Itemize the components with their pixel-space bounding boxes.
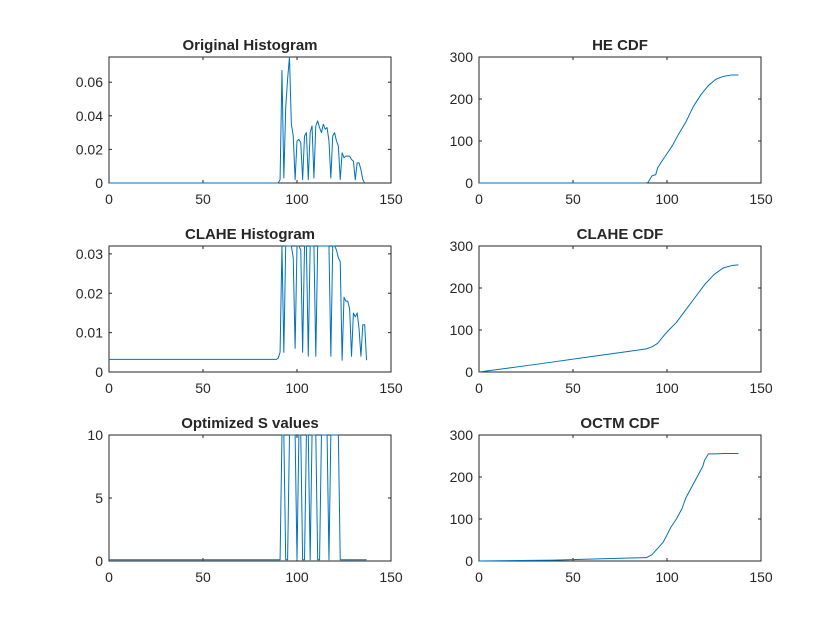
original-histogram-ytick-label: 0 [95,175,103,191]
he-cdf-ytick-label: 300 [450,49,474,65]
original-histogram-xtick-label: 50 [195,191,211,207]
clahe-histogram-axes-box [108,245,392,373]
clahe-cdf-xtick-label: 0 [475,380,483,396]
clahe-cdf-chart: 0 50 100 150 0 100 200 300 CLAHE CDF [450,226,773,396]
octm-cdf-chart: 0 50 100 150 0 100 200 300 OCTM CDF [450,415,773,585]
octm-cdf-xtick-label: 0 [475,569,483,585]
octm-cdf-ytick-label: 100 [450,511,474,527]
clahe-histogram-xtick-label: 50 [195,380,211,396]
octm-cdf-series-line [479,452,739,562]
octm-cdf-ytick-label: 200 [450,469,474,485]
original-histogram-xtick-label: 0 [105,191,113,207]
original-histogram-xtick-label: 150 [379,191,403,207]
original-histogram-xtick-label: 100 [285,191,309,207]
he-cdf-series-line [479,74,739,184]
original-histogram-title: Original Histogram [182,37,317,54]
original-histogram-ytick-label: 0.02 [76,141,103,157]
clahe-cdf-xtick-label: 150 [749,380,773,396]
he-cdf-xtick-label: 150 [749,191,773,207]
clahe-cdf-axes-box [478,245,762,373]
octm-cdf-ytick-label: 300 [450,427,474,443]
clahe-histogram-ytick-label: 0.01 [76,325,103,341]
original-histogram-chart: 0 50 100 150 0 0.02 0.04 0.06 Original Histogram [76,37,403,207]
clahe-cdf-ytick-label: 100 [450,322,474,338]
octm-cdf-xtick-label: 50 [565,569,581,585]
clahe-histogram-ytick-label: 0 [95,364,103,380]
clahe-cdf-title: CLAHE CDF [577,226,664,243]
octm-cdf-axes-box [478,434,762,562]
he-cdf-xtick-label: 0 [475,191,483,207]
optimized-s-values-series-line [109,434,367,561]
optimized-s-values-xtick-label: 50 [195,569,211,585]
he-cdf-xtick-label: 50 [565,191,581,207]
optimized-s-values-ytick-label: 0 [95,553,103,569]
clahe-histogram-ytick-label: 0.03 [76,246,103,262]
optimized-s-values-xtick-label: 150 [379,569,403,585]
optimized-s-values-xtick-label: 0 [105,569,113,585]
clahe-cdf-ytick-label: 0 [465,364,473,380]
original-histogram-ytick-label: 0.04 [76,108,103,124]
clahe-histogram-ytick-label: 0.02 [76,285,103,301]
clahe-cdf-xtick-label: 100 [655,380,679,396]
he-cdf-chart: 0 50 100 150 0 100 200 300 HE CDF [450,37,773,207]
optimized-s-values-axes-box [108,434,392,562]
he-cdf-ytick-label: 0 [465,175,473,191]
clahe-histogram-chart: 0 50 100 150 0 0.01 0.02 0.03 CLAHE Histogram [76,226,403,396]
optimized-s-values-chart: 0 50 100 150 0 5 10 Optimized S values [87,415,402,585]
optimized-s-values-xtick-label: 100 [285,569,309,585]
original-histogram-axes-box [108,56,392,184]
octm-cdf-title: OCTM CDF [580,415,659,432]
he-cdf-ytick-label: 200 [450,91,474,107]
optimized-s-values-ytick-label: 5 [95,490,103,506]
clahe-histogram-series-line [109,245,368,361]
octm-cdf-xtick-label: 100 [655,569,679,585]
he-cdf-axes-box [478,56,762,184]
clahe-histogram-xtick-label: 150 [379,380,403,396]
clahe-cdf-ytick-label: 200 [450,280,474,296]
clahe-cdf-ytick-label: 300 [450,238,474,254]
he-cdf-title: HE CDF [592,37,648,54]
original-histogram-ytick-label: 0.06 [76,74,103,90]
octm-cdf-ytick-label: 0 [465,553,473,569]
octm-cdf-xtick-label: 150 [749,569,773,585]
he-cdf-xtick-label: 100 [655,191,679,207]
he-cdf-ytick-label: 100 [450,133,474,149]
optimized-s-values-title: Optimized S values [181,415,319,432]
clahe-histogram-title: CLAHE Histogram [185,226,315,243]
original-histogram-series-line [109,56,366,184]
optimized-s-values-ytick-label: 10 [87,427,103,443]
clahe-histogram-xtick-label: 100 [285,380,309,396]
clahe-cdf-xtick-label: 50 [565,380,581,396]
clahe-histogram-xtick-label: 0 [105,380,113,396]
clahe-cdf-series-line [479,264,739,373]
